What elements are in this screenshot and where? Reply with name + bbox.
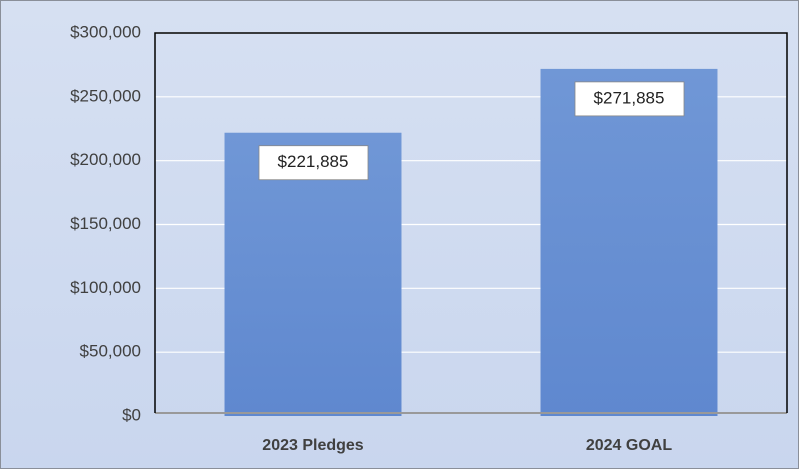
y-tick-label: $50,000 <box>80 342 141 361</box>
x-tick-label: 2023 Pledges <box>262 437 364 454</box>
data-label-box <box>258 145 369 181</box>
y-tick-label: $150,000 <box>70 214 141 233</box>
y-tick-label: $200,000 <box>70 150 141 169</box>
y-tick-label: $250,000 <box>70 86 141 105</box>
y-tick-label: $0 <box>122 405 141 424</box>
data-label: $221,885 <box>278 152 349 171</box>
y-tick-label: $100,000 <box>70 278 141 297</box>
data-label: $271,885 <box>594 88 665 107</box>
data-label-box <box>574 81 685 117</box>
x-tick-label: 2024 GOAL <box>586 437 672 454</box>
y-tick-label: $300,000 <box>70 22 141 41</box>
plot-border <box>154 32 788 413</box>
bar <box>540 68 718 416</box>
